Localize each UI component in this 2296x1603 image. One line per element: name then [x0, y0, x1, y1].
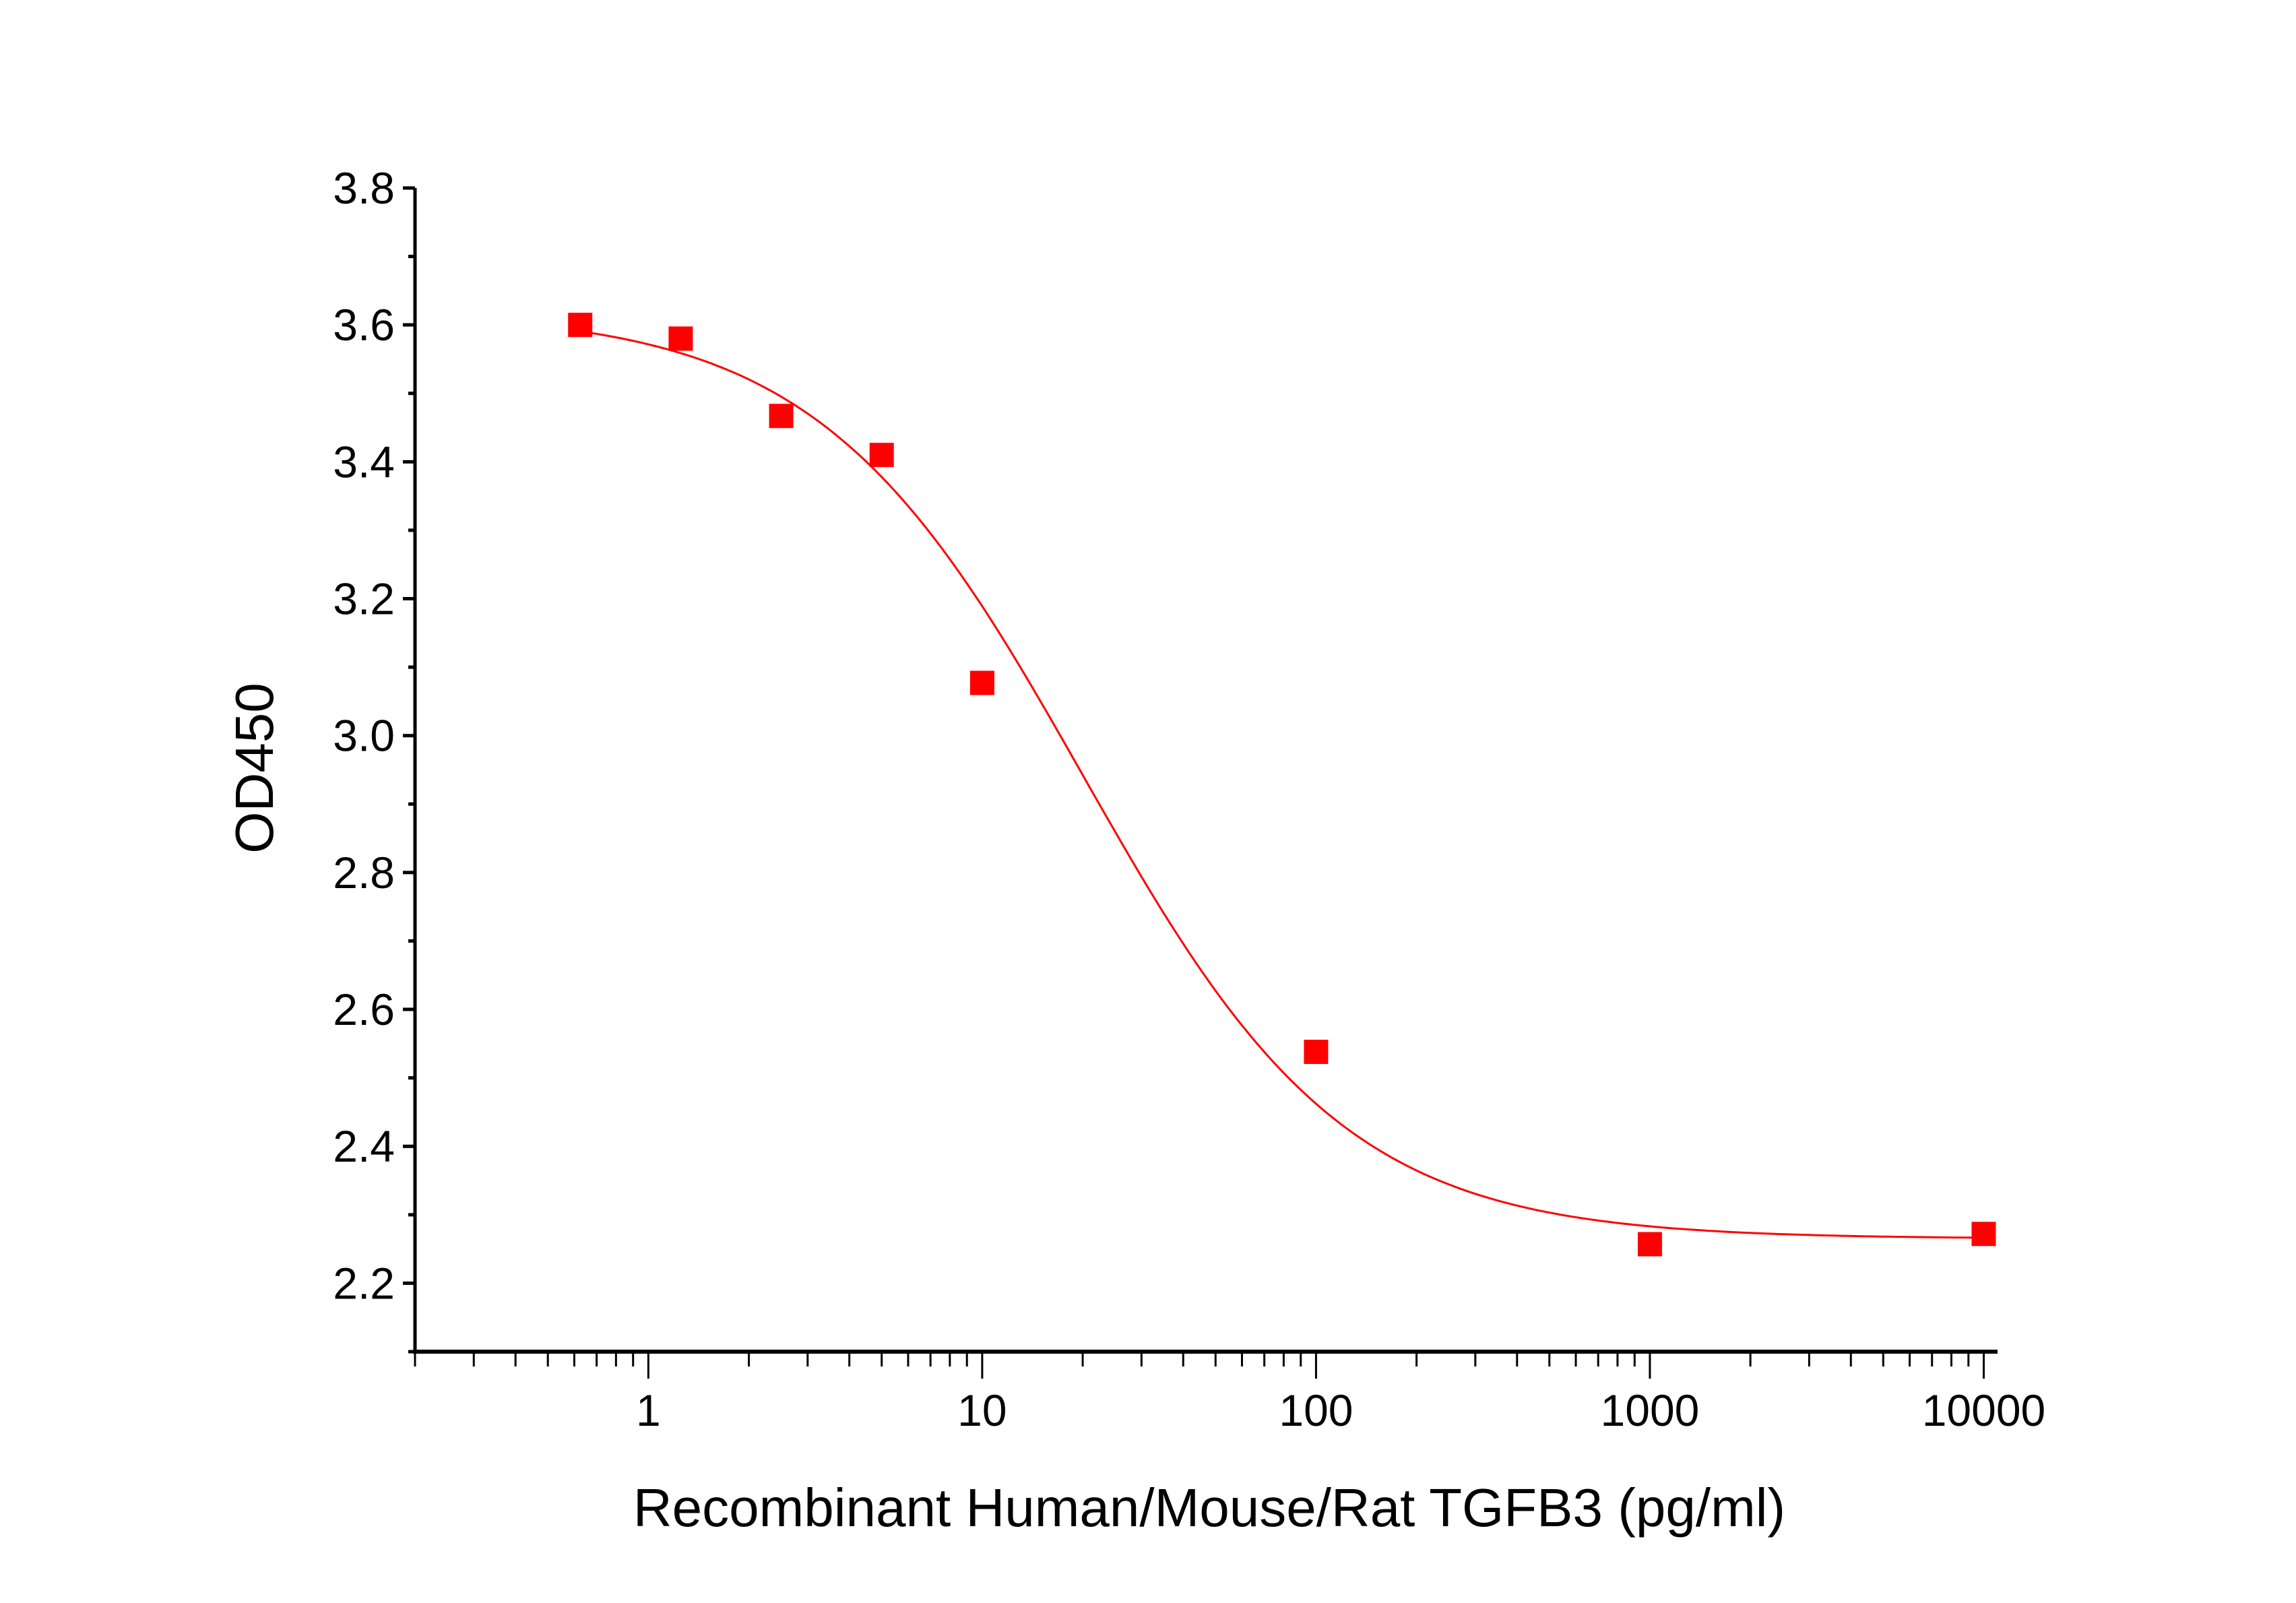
- fit-curve-group: [579, 330, 1983, 1239]
- data-points: [568, 313, 1996, 1257]
- data-point: [1971, 1222, 1996, 1247]
- x-tick-label: 1000: [1601, 1385, 1700, 1435]
- axes: 2.2 2.4 2.6 2.8 3.0 3.2 3.4 3.6 3.8 1 10 100 1000 100…: [333, 163, 2045, 1435]
- y-tick-label: 3.4: [333, 437, 395, 486]
- y-tick-label: 3.6: [333, 300, 395, 350]
- y-tick-label: 3.0: [333, 711, 395, 761]
- data-point: [568, 313, 593, 338]
- y-tick-label: 2.6: [333, 984, 395, 1034]
- x-axis-title: Recombinant Human/Mouse/Rat TGFB3 (pg/ml…: [633, 1478, 1785, 1538]
- y-tick-label: 2.2: [333, 1258, 395, 1308]
- fit-curve: [579, 330, 1983, 1239]
- y-tick-label: 2.8: [333, 848, 395, 898]
- data-point: [668, 326, 693, 351]
- data-point: [969, 670, 994, 695]
- y-axis-title: OD450: [224, 683, 284, 853]
- y-tick-label: 2.4: [333, 1121, 395, 1171]
- y-tick-label: 3.8: [333, 163, 395, 213]
- data-point: [1304, 1040, 1329, 1065]
- x-tick-label: 10: [957, 1385, 1007, 1435]
- x-tick-label: 1: [636, 1385, 661, 1435]
- data-point: [1637, 1232, 1662, 1257]
- data-point: [869, 443, 894, 468]
- x-tick-label: 100: [1279, 1385, 1353, 1435]
- data-point: [769, 404, 794, 429]
- y-tick-label: 3.2: [333, 574, 395, 624]
- x-tick-label: 10000: [1922, 1385, 2046, 1435]
